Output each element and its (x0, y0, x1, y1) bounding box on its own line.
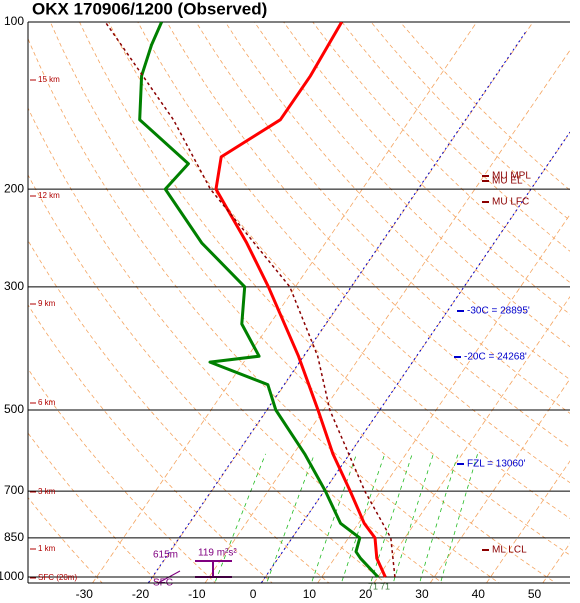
mixing-ratio-line (440, 453, 478, 583)
mixing-ratio-line (419, 453, 459, 583)
dry-adiabat (341, 22, 570, 252)
mixing-ratio-line (392, 453, 434, 583)
level-label: -30C = 28895' (467, 306, 530, 317)
mixing-ratio-line (341, 453, 386, 583)
y-tick-label: 1000 (0, 569, 24, 583)
dry-adiabat (79, 22, 570, 556)
mixing-ratio-line (370, 453, 413, 583)
dry-adiabat (28, 37, 500, 583)
isotherm-minus20 (147, 29, 528, 583)
x-tick-label: 50 (528, 587, 542, 601)
x-tick-label: 10 (303, 587, 317, 601)
isotherm-grid-line (486, 460, 570, 583)
level-label: ML LCL (492, 545, 527, 556)
dry-adiabat (28, 239, 330, 583)
dry-adiabat (28, 174, 387, 583)
y-tick-label: 300 (4, 279, 24, 293)
y-tick-label: 200 (4, 181, 24, 195)
helicity-depth: 615m (153, 550, 178, 561)
isotherm-grid-line (204, 49, 570, 583)
isotherm-grid-line (373, 296, 570, 583)
x-tick-label: 30 (415, 587, 429, 601)
isotherm-grid-line (92, 22, 478, 583)
y-tick-label: 700 (4, 483, 24, 497)
isotherm-grid-line (429, 378, 570, 583)
x-tick-label: -30 (76, 587, 94, 601)
x-tick-label: 20 (359, 587, 373, 601)
isotherm-grid-line (542, 542, 570, 583)
key-isotherms (147, 29, 570, 583)
level-label: FZL = 13060' (467, 459, 526, 470)
surface-dewpoint: 71 (380, 581, 390, 591)
isotherm-grid-line (317, 213, 570, 583)
height-label: 3 km (38, 487, 56, 496)
chart-title: OKX 170906/1200 (Observed) (32, 0, 267, 18)
level-label: MU MPL (492, 171, 531, 182)
x-tick-label: 40 (472, 587, 486, 601)
level-label: MU LFC (492, 197, 529, 208)
helicity-value: 119 m²s² (198, 548, 237, 559)
dry-adiabat (312, 22, 570, 284)
y-tick-label: 100 (4, 14, 24, 28)
isotherm-zero (260, 131, 570, 583)
isotherm-grid-line (261, 131, 570, 583)
height-label: 15 km (38, 75, 60, 84)
dry-adiabat (49, 22, 557, 583)
dry-adiabat (28, 107, 443, 583)
height-label: 6 km (38, 398, 56, 407)
surface-temp: 71 (368, 581, 378, 591)
height-label: 12 km (38, 191, 60, 200)
dry-adiabat (224, 22, 570, 381)
height-label: 1 km (38, 544, 56, 553)
height-label: SFC (20m) (38, 573, 77, 582)
dry-adiabat (108, 22, 570, 519)
profile-line (214, 22, 387, 578)
level-label: -20C = 24268' (464, 352, 527, 363)
x-tick-label: -10 (188, 587, 206, 601)
dry-adiabat (28, 304, 273, 583)
parcel-trace (104, 22, 396, 578)
dry-adiabat (283, 22, 570, 315)
mixing-ratio-line (266, 453, 315, 583)
x-tick-label: -20 (132, 587, 150, 601)
profile-line (138, 22, 380, 579)
level-label: MU EL (492, 176, 523, 187)
height-label: 9 km (38, 299, 56, 308)
y-tick-label: 500 (4, 402, 24, 416)
x-tick-label: 0 (250, 587, 257, 601)
dry-adiabat (28, 368, 217, 583)
y-tick-label: 850 (4, 530, 24, 544)
dry-adiabat (254, 22, 570, 348)
mixing-ratio-line (214, 453, 266, 583)
dry-adiabat (195, 22, 570, 414)
isotherm-grid-line (148, 22, 534, 583)
